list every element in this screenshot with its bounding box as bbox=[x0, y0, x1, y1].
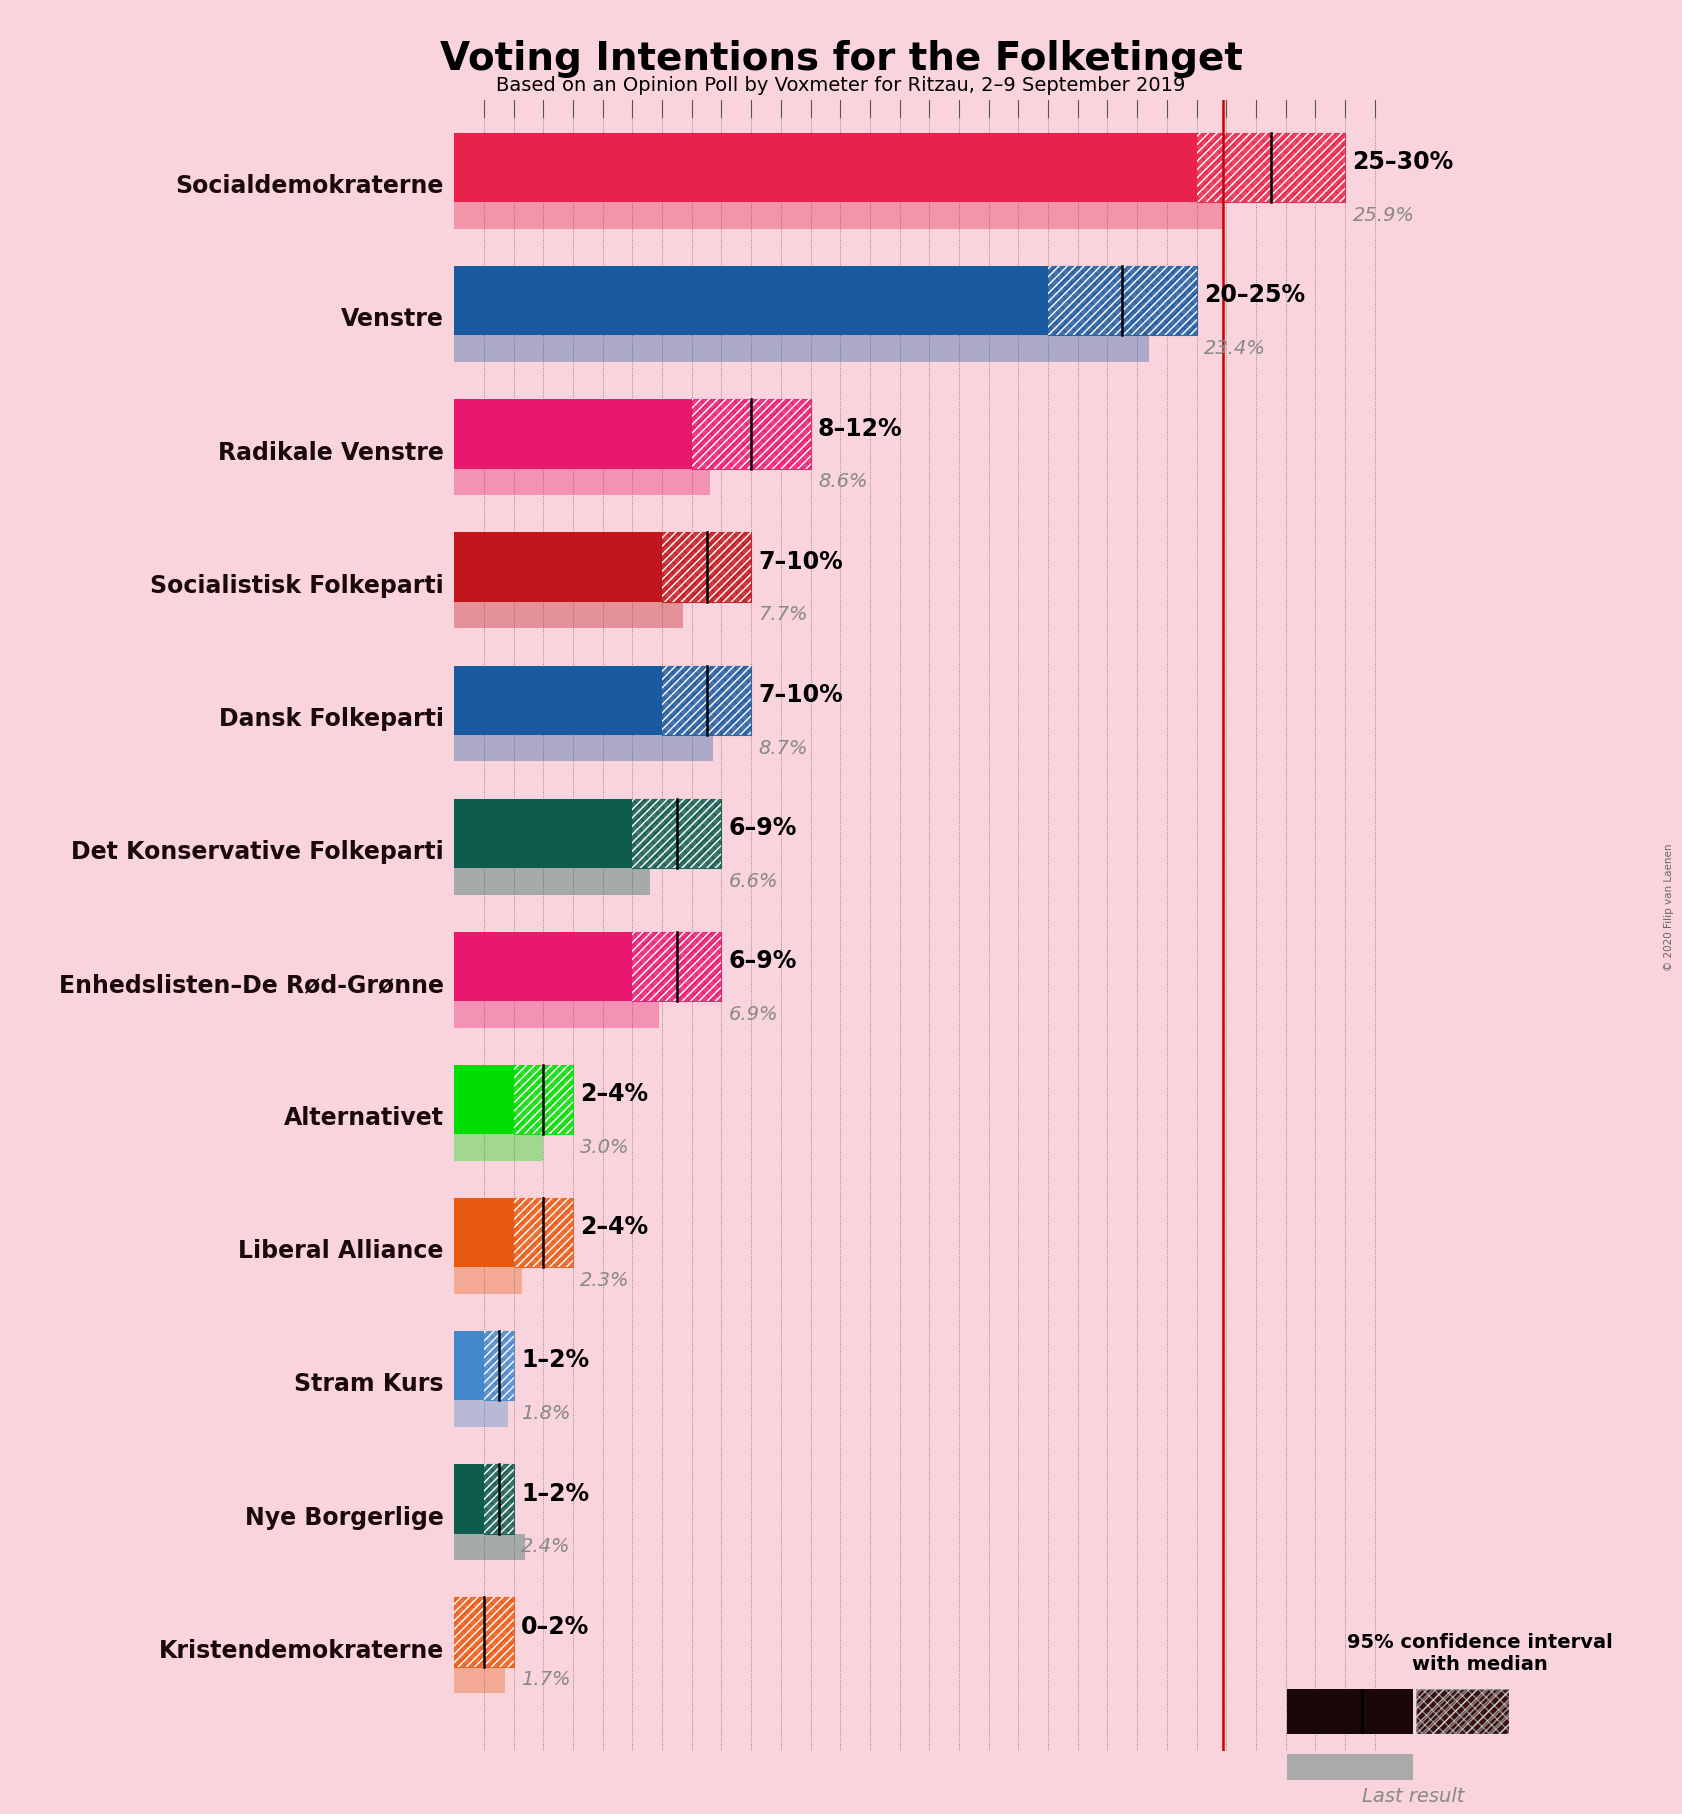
Bar bbox=[454, 798, 632, 867]
Bar bbox=[691, 399, 811, 468]
Text: 1–2%: 1–2% bbox=[521, 1482, 589, 1506]
Bar bbox=[484, 1331, 513, 1400]
Text: 1–2%: 1–2% bbox=[521, 1348, 589, 1373]
Text: Det Konservative Folkeparti: Det Konservative Folkeparti bbox=[71, 840, 444, 863]
Text: 1.8%: 1.8% bbox=[521, 1404, 570, 1424]
Text: Dansk Folkeparti: Dansk Folkeparti bbox=[219, 707, 444, 731]
Text: 8.7%: 8.7% bbox=[759, 738, 807, 758]
Text: 6.6%: 6.6% bbox=[728, 873, 779, 891]
Bar bbox=[663, 666, 752, 735]
Text: 2.3%: 2.3% bbox=[580, 1272, 629, 1290]
Text: 7.7%: 7.7% bbox=[759, 606, 807, 624]
Text: 7–10%: 7–10% bbox=[759, 682, 843, 707]
Bar bbox=[513, 1065, 574, 1134]
Bar bbox=[454, 1598, 513, 1667]
Text: 3.0%: 3.0% bbox=[580, 1137, 629, 1157]
Text: 1.7%: 1.7% bbox=[521, 1671, 570, 1689]
Text: 20–25%: 20–25% bbox=[1204, 283, 1305, 307]
Bar bbox=[454, 1268, 523, 1293]
Text: 2.4%: 2.4% bbox=[521, 1536, 570, 1556]
Text: 25.9%: 25.9% bbox=[1352, 207, 1415, 225]
Text: Kristendemokraterne: Kristendemokraterne bbox=[158, 1638, 444, 1663]
Bar bbox=[454, 1001, 659, 1029]
Text: Voting Intentions for the Folketinget: Voting Intentions for the Folketinget bbox=[439, 40, 1243, 78]
Bar bbox=[454, 1667, 505, 1692]
Bar bbox=[513, 1197, 574, 1268]
Text: Alternativet: Alternativet bbox=[284, 1107, 444, 1130]
Bar bbox=[454, 399, 691, 468]
Bar bbox=[663, 533, 752, 602]
Bar bbox=[1048, 267, 1196, 336]
Text: 8–12%: 8–12% bbox=[817, 417, 903, 441]
Bar bbox=[632, 932, 722, 1001]
Text: 6–9%: 6–9% bbox=[728, 949, 797, 972]
Bar bbox=[454, 203, 1223, 229]
Text: Socialdemokraterne: Socialdemokraterne bbox=[175, 174, 444, 198]
Bar bbox=[454, 867, 651, 894]
Text: 6–9%: 6–9% bbox=[728, 816, 797, 840]
Text: 2–4%: 2–4% bbox=[580, 1215, 649, 1239]
Bar bbox=[484, 1464, 513, 1533]
Text: Liberal Alliance: Liberal Alliance bbox=[239, 1239, 444, 1263]
Bar bbox=[1196, 132, 1346, 203]
Bar bbox=[632, 932, 722, 1001]
Text: 0–2%: 0–2% bbox=[521, 1614, 589, 1638]
Bar bbox=[454, 602, 683, 628]
Bar bbox=[454, 666, 663, 735]
Bar bbox=[454, 468, 710, 495]
Text: 25–30%: 25–30% bbox=[1352, 151, 1453, 174]
Bar bbox=[513, 1197, 574, 1268]
Text: Based on an Opinion Poll by Voxmeter for Ritzau, 2–9 September 2019: Based on an Opinion Poll by Voxmeter for… bbox=[496, 76, 1186, 94]
Bar bbox=[484, 1331, 513, 1400]
Bar bbox=[454, 533, 663, 602]
Text: Radikale Venstre: Radikale Venstre bbox=[219, 441, 444, 464]
Bar bbox=[632, 798, 722, 867]
Text: 2–4%: 2–4% bbox=[580, 1083, 649, 1107]
Bar bbox=[663, 533, 752, 602]
Text: Last result: Last result bbox=[1362, 1787, 1463, 1805]
Text: 6.9%: 6.9% bbox=[728, 1005, 779, 1023]
Bar bbox=[454, 1331, 484, 1400]
Text: 7–10%: 7–10% bbox=[759, 550, 843, 573]
Bar bbox=[454, 932, 632, 1001]
Bar bbox=[454, 1533, 525, 1560]
Bar bbox=[484, 1464, 513, 1533]
Bar bbox=[632, 798, 722, 867]
Text: Nye Borgerlige: Nye Borgerlige bbox=[246, 1506, 444, 1529]
Bar bbox=[454, 1197, 513, 1268]
Bar bbox=[454, 1134, 543, 1161]
Bar bbox=[454, 1598, 513, 1667]
Text: 95% confidence interval
with median: 95% confidence interval with median bbox=[1347, 1633, 1613, 1674]
Text: 8.6%: 8.6% bbox=[817, 472, 868, 492]
Bar bbox=[1196, 132, 1346, 203]
Text: Socialistisk Folkeparti: Socialistisk Folkeparti bbox=[150, 573, 444, 597]
Bar bbox=[454, 735, 713, 762]
Text: Venstre: Venstre bbox=[341, 307, 444, 332]
Bar bbox=[691, 399, 811, 468]
Bar bbox=[454, 1400, 508, 1428]
Text: © 2020 Filip van Laenen: © 2020 Filip van Laenen bbox=[1663, 844, 1674, 970]
Bar bbox=[454, 267, 1048, 336]
Bar bbox=[1048, 267, 1196, 336]
Bar bbox=[454, 336, 1149, 363]
Text: Stram Kurs: Stram Kurs bbox=[294, 1373, 444, 1397]
Bar bbox=[454, 1464, 484, 1533]
Bar bbox=[454, 1065, 513, 1134]
Text: 23.4%: 23.4% bbox=[1204, 339, 1267, 357]
Bar bbox=[454, 132, 1196, 203]
Bar bbox=[663, 666, 752, 735]
Bar bbox=[513, 1065, 574, 1134]
Text: Enhedslisten–De Rød-Grønne: Enhedslisten–De Rød-Grønne bbox=[59, 972, 444, 998]
